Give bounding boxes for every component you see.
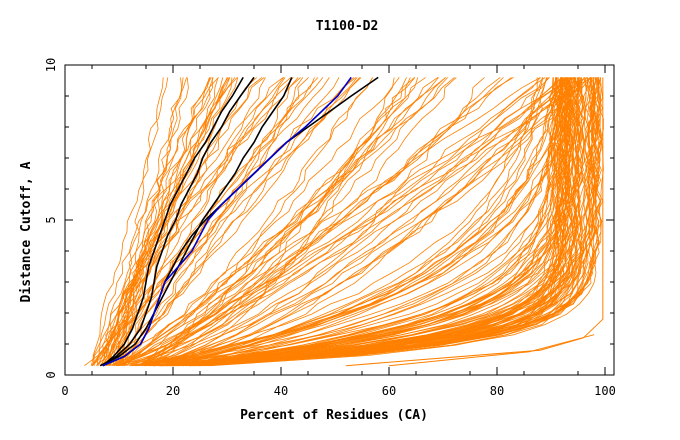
model-curve-30	[120, 77, 324, 366]
model-curve-73	[147, 77, 587, 367]
model-curve-160	[186, 77, 581, 367]
model-curve-57	[134, 77, 563, 367]
y-tick-label: 0	[44, 371, 58, 378]
model-curve-31	[116, 77, 238, 366]
model-curve-28	[105, 77, 292, 366]
model-curve-43	[119, 77, 355, 366]
model-curve-42	[102, 77, 231, 366]
model-curve-101	[143, 77, 543, 367]
model-curve-65	[130, 77, 571, 367]
model-curve-131	[195, 77, 581, 367]
model-curve-60	[138, 77, 573, 367]
x-tick-label: 0	[61, 384, 68, 398]
model-curve-170	[136, 77, 568, 367]
model-curve-15	[119, 77, 340, 366]
model-curve-172	[181, 77, 557, 367]
model-curve-67	[106, 77, 541, 367]
model-curve-158	[130, 77, 564, 367]
model-curve-188	[203, 77, 572, 367]
highlight-curve-4	[102, 76, 352, 367]
model-curve-81	[136, 77, 416, 367]
model-curve-193	[194, 77, 599, 367]
model-curve-35	[100, 77, 284, 366]
model-curve-38	[115, 77, 309, 367]
model-curve-181	[166, 77, 572, 367]
model-curves	[84, 77, 604, 367]
highlighted-curves	[99, 76, 379, 367]
y-tick-label: 5	[44, 216, 58, 223]
model-curve-84	[138, 77, 439, 367]
model-curve-69	[117, 77, 504, 367]
model-curve-41	[92, 77, 263, 366]
model-curve-74	[128, 77, 415, 367]
model-curve-80	[108, 77, 541, 367]
x-tick-label: 100	[594, 384, 616, 398]
model-curve-26	[102, 77, 219, 366]
model-curve-40	[91, 77, 214, 366]
x-tick-label: 40	[274, 384, 288, 398]
model-curve-78	[135, 77, 457, 367]
y-tick-label: 10	[44, 58, 58, 72]
model-curve-184	[201, 77, 567, 367]
model-curve-187	[168, 77, 604, 367]
model-curve-161	[200, 77, 594, 367]
model-curve-9	[91, 77, 211, 366]
model-curve-83	[111, 77, 373, 367]
model-curve-71	[115, 77, 549, 367]
model-curve-111	[155, 77, 548, 367]
x-tick-label: 20	[166, 384, 180, 398]
model-curve-52	[120, 77, 592, 367]
y-axis-label: Distance Cutoff, A	[19, 161, 34, 302]
model-curve-159	[159, 77, 571, 367]
model-curve-27	[118, 77, 285, 366]
highlight-curve-0	[102, 76, 244, 367]
highlight-curve-1	[102, 76, 255, 367]
model-curve-167	[166, 77, 560, 367]
model-curve-177	[159, 77, 561, 367]
model-curve-128	[160, 77, 547, 367]
model-curve-175	[152, 77, 572, 367]
model-curve-191	[145, 77, 566, 367]
model-curve-70	[131, 77, 501, 367]
model-curve-82	[147, 77, 407, 367]
model-curve-179	[197, 77, 563, 367]
model-curve-72	[138, 77, 546, 367]
model-curve-194	[194, 77, 566, 367]
model-curve-49	[123, 77, 446, 367]
x-tick-label: 80	[490, 384, 504, 398]
x-axis-label: Percent of Residues (CA)	[240, 408, 428, 423]
model-curve-44	[110, 77, 228, 366]
model-curve-29	[118, 77, 164, 366]
model-curve-196	[388, 334, 595, 367]
model-curve-76	[120, 77, 577, 367]
model-curve-171	[168, 77, 538, 367]
model-curve-162	[157, 77, 589, 367]
model-curve-192	[141, 77, 586, 367]
chart-title: T1100-D2	[316, 19, 379, 34]
model-curve-174	[161, 77, 600, 367]
model-curve-12	[92, 77, 169, 366]
x-tick-label: 60	[382, 384, 396, 398]
model-curve-75	[123, 77, 563, 367]
model-curve-152	[163, 77, 569, 367]
axis-ticks: 0 20 40 60 80 100 0 5 10	[44, 58, 616, 398]
model-curve-46	[117, 77, 576, 367]
model-curve-189	[173, 77, 593, 367]
model-curve-164	[199, 77, 589, 367]
model-curve-39	[101, 77, 210, 366]
model-curve-58	[116, 77, 512, 367]
model-curve-59	[119, 77, 373, 367]
model-curve-93	[196, 77, 601, 367]
model-curve-133	[193, 77, 599, 367]
model-curve-34	[101, 77, 187, 366]
model-curve-25	[113, 77, 304, 366]
model-curve-138	[176, 77, 602, 367]
